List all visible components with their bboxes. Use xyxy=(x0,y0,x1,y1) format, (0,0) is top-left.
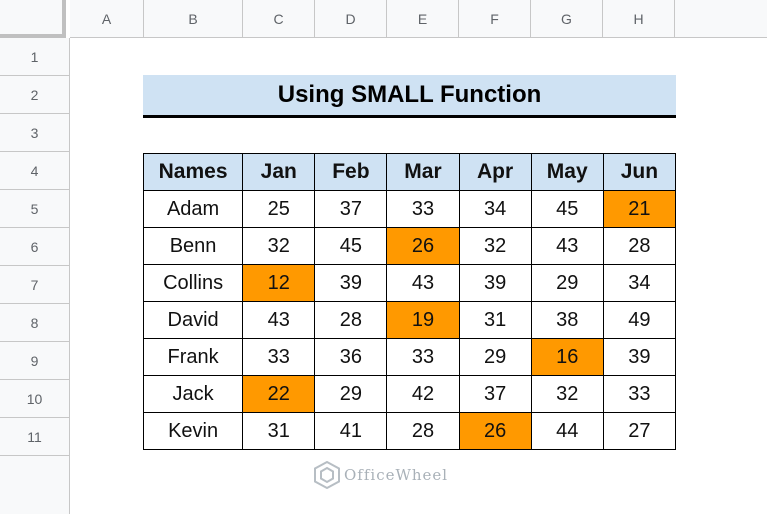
value-cell[interactable]: 29 xyxy=(458,338,532,376)
value-cell[interactable]: 45 xyxy=(530,190,604,228)
value-cell[interactable]: 44 xyxy=(530,412,604,450)
value-cell[interactable]: 29 xyxy=(314,375,388,413)
name-cell[interactable]: Kevin xyxy=(142,412,244,450)
table-header-row: Names Jan Feb Mar Apr May Jun xyxy=(142,153,677,191)
value-cell[interactable]: 28 xyxy=(602,227,677,265)
column-header-overflow[interactable] xyxy=(675,0,767,38)
table-row: Kevin 31 41 28 26 44 27 xyxy=(142,412,677,450)
table-header-may[interactable]: May xyxy=(530,153,604,191)
column-header-a[interactable]: A xyxy=(70,0,144,38)
value-cell[interactable]: 43 xyxy=(386,264,460,302)
select-all-corner[interactable] xyxy=(0,0,66,38)
value-cell[interactable]: 25 xyxy=(242,190,316,228)
value-cell[interactable]: 43 xyxy=(242,301,316,339)
column-header-d[interactable]: D xyxy=(315,0,387,38)
value-cell[interactable]: 33 xyxy=(386,338,460,376)
row-header-2[interactable]: 2 xyxy=(0,76,70,114)
value-cell[interactable]: 32 xyxy=(458,227,532,265)
row-header-9[interactable]: 9 xyxy=(0,342,70,380)
value-cell[interactable]: 41 xyxy=(314,412,388,450)
name-cell[interactable]: David xyxy=(142,301,244,339)
highlighted-min-cell[interactable]: 16 xyxy=(530,338,604,376)
table-row: Benn 32 45 26 32 43 28 xyxy=(142,227,677,265)
row-header-10[interactable]: 10 xyxy=(0,380,70,418)
row-header-4[interactable]: 4 xyxy=(0,152,70,190)
column-header-f[interactable]: F xyxy=(459,0,531,38)
value-cell[interactable]: 33 xyxy=(602,375,677,413)
sheet-title-cell[interactable]: Using SMALL Function xyxy=(143,75,676,118)
watermark: OfficeWheel xyxy=(314,461,448,489)
row-header-bar: 1 2 3 4 5 6 7 8 9 10 11 xyxy=(0,38,70,514)
value-cell[interactable]: 31 xyxy=(458,301,532,339)
value-cell[interactable]: 27 xyxy=(602,412,677,450)
row-header-3[interactable]: 3 xyxy=(0,114,70,152)
value-cell[interactable]: 28 xyxy=(314,301,388,339)
table-header-names[interactable]: Names xyxy=(142,153,244,191)
row-header-8[interactable]: 8 xyxy=(0,304,70,342)
name-cell[interactable]: Jack xyxy=(142,375,244,413)
value-cell[interactable]: 39 xyxy=(314,264,388,302)
table-header-mar[interactable]: Mar xyxy=(386,153,460,191)
value-cell[interactable]: 45 xyxy=(314,227,388,265)
highlighted-min-cell[interactable]: 22 xyxy=(242,375,316,413)
column-header-h[interactable]: H xyxy=(603,0,675,38)
value-cell[interactable]: 28 xyxy=(386,412,460,450)
row-header-6[interactable]: 6 xyxy=(0,228,70,266)
value-cell[interactable]: 39 xyxy=(602,338,677,376)
value-cell[interactable]: 42 xyxy=(386,375,460,413)
table-row: David 43 28 19 31 38 49 xyxy=(142,301,677,339)
value-cell[interactable]: 38 xyxy=(530,301,604,339)
value-cell[interactable]: 49 xyxy=(602,301,677,339)
highlighted-min-cell[interactable]: 26 xyxy=(386,227,460,265)
value-cell[interactable]: 39 xyxy=(458,264,532,302)
name-cell[interactable]: Frank xyxy=(142,338,244,376)
value-cell[interactable]: 34 xyxy=(602,264,677,302)
column-header-e[interactable]: E xyxy=(387,0,459,38)
table-header-jun[interactable]: Jun xyxy=(602,153,677,191)
officewheel-logo-icon xyxy=(314,461,340,489)
value-cell[interactable]: 33 xyxy=(242,338,316,376)
row-header-11[interactable]: 11 xyxy=(0,418,70,456)
name-cell[interactable]: Collins xyxy=(142,264,244,302)
table-header-jan[interactable]: Jan xyxy=(242,153,316,191)
value-cell[interactable]: 32 xyxy=(242,227,316,265)
column-header-c[interactable]: C xyxy=(243,0,315,38)
column-header-b[interactable]: B xyxy=(144,0,243,38)
table-row: Collins 12 39 43 39 29 34 xyxy=(142,264,677,302)
value-cell[interactable]: 43 xyxy=(530,227,604,265)
highlighted-min-cell[interactable]: 21 xyxy=(602,190,677,228)
value-cell[interactable]: 29 xyxy=(530,264,604,302)
highlighted-min-cell[interactable]: 19 xyxy=(386,301,460,339)
row-header-7[interactable]: 7 xyxy=(0,266,70,304)
table-row: Frank 33 36 33 29 16 39 xyxy=(142,338,677,376)
column-header-g[interactable]: G xyxy=(531,0,603,38)
table-row: Adam 25 37 33 34 45 21 xyxy=(142,190,677,228)
highlighted-min-cell[interactable]: 26 xyxy=(458,412,532,450)
data-table: Names Jan Feb Mar Apr May Jun Adam 25 37 33 34 45 21… xyxy=(142,153,677,450)
value-cell[interactable]: 34 xyxy=(458,190,532,228)
watermark-text: OfficeWheel xyxy=(344,466,449,484)
table-header-feb[interactable]: Feb xyxy=(314,153,388,191)
value-cell[interactable]: 37 xyxy=(458,375,532,413)
value-cell[interactable]: 31 xyxy=(242,412,316,450)
row-header-1[interactable]: 1 xyxy=(0,38,70,76)
value-cell[interactable]: 36 xyxy=(314,338,388,376)
row-header-overflow[interactable] xyxy=(0,456,70,514)
row-header-5[interactable]: 5 xyxy=(0,190,70,228)
value-cell[interactable]: 33 xyxy=(386,190,460,228)
name-cell[interactable]: Adam xyxy=(142,190,244,228)
name-cell[interactable]: Benn xyxy=(142,227,244,265)
value-cell[interactable]: 37 xyxy=(314,190,388,228)
value-cell[interactable]: 32 xyxy=(530,375,604,413)
highlighted-min-cell[interactable]: 12 xyxy=(242,264,316,302)
table-row: Jack 22 29 42 37 32 33 xyxy=(142,375,677,413)
table-header-apr[interactable]: Apr xyxy=(458,153,532,191)
